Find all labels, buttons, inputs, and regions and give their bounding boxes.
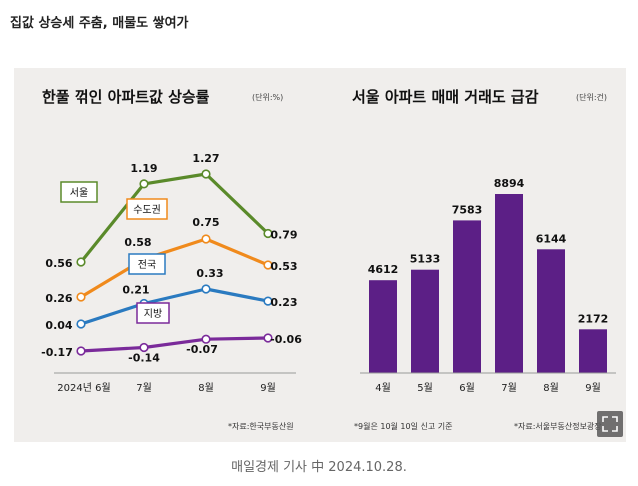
bar-data-label: 7583 xyxy=(452,203,483,216)
expand-icon xyxy=(602,416,618,432)
line-data-label: -0.17 xyxy=(41,346,73,359)
line-data-label: 0.79 xyxy=(270,229,297,242)
line-point xyxy=(201,234,211,244)
bar-chart-title: 서울 아파트 매매 거래도 급감 xyxy=(352,88,539,106)
line-data-label: 0.23 xyxy=(270,296,297,309)
bar-chart-unit: (단위:건) xyxy=(576,93,608,102)
bar-x-tick-label: 8월 xyxy=(543,382,559,394)
series-tag-box xyxy=(60,181,98,203)
line-point xyxy=(76,292,86,302)
charts-svg: 0.56 1.19 1.27 0.79 서울 0.26 0.58 0.75 0.53 수도권 0.0… xyxy=(41,152,616,394)
line-series-2 xyxy=(80,237,269,299)
line-data-label: 0.21 xyxy=(122,284,149,297)
bar-data-label: 4612 xyxy=(368,263,399,276)
line-point xyxy=(76,346,86,356)
line-point xyxy=(201,334,211,344)
line-data-label: 0.26 xyxy=(45,292,72,305)
line-point xyxy=(76,257,86,267)
line-data-label: 0.33 xyxy=(196,267,223,280)
line-data-label: 0.04 xyxy=(45,319,72,332)
line-point xyxy=(201,284,211,294)
bar xyxy=(537,249,565,373)
bar xyxy=(369,280,397,373)
bar xyxy=(411,269,439,373)
line-x-tick-label: 9월 xyxy=(260,382,276,394)
line-point xyxy=(201,169,211,179)
line-data-label: 1.19 xyxy=(130,162,157,175)
line-point xyxy=(139,179,149,189)
line-data-label: 1.27 xyxy=(192,152,219,165)
line-data-label: 0.75 xyxy=(192,216,219,229)
expand-image-button[interactable] xyxy=(597,411,623,437)
line-x-tick-label: 8월 xyxy=(198,382,214,394)
line-point xyxy=(263,260,273,270)
line-series-4 xyxy=(80,336,269,353)
bar-x-tick-label: 6월 xyxy=(459,382,475,394)
line-data-label: -0.14 xyxy=(128,352,160,365)
series-tag-box xyxy=(126,198,168,220)
bar-chart-note: *9월은 10월 10일 신고 기준 xyxy=(354,422,453,431)
series-tag-box xyxy=(136,302,170,324)
line-chart-source: *자료:한국부동산원 xyxy=(228,422,294,431)
series-tag-label: 지방 xyxy=(144,308,162,320)
bar-data-label: 2172 xyxy=(578,312,609,325)
line-x-tick-label: 7월 xyxy=(136,382,152,394)
bar xyxy=(495,194,523,373)
line-data-label: -0.07 xyxy=(186,343,218,356)
bar-data-label: 6144 xyxy=(536,232,567,245)
infographic-panel: 한풀 꺾인 아파트값 상승률 (단위:%) 서울 아파트 매매 거래도 급감 (… xyxy=(14,68,626,442)
bar-x-tick-label: 4월 xyxy=(375,382,391,394)
bar-x-tick-label: 5월 xyxy=(417,382,433,394)
line-point xyxy=(139,342,149,353)
line-chart-title: 한풀 꺾인 아파트값 상승률 xyxy=(42,88,210,106)
line-point xyxy=(76,319,86,329)
bar-x-tick-label: 9월 xyxy=(585,382,601,394)
line-x-tick-label: 2024년 6월 xyxy=(57,382,110,394)
bar xyxy=(453,220,481,373)
headline: 집값 상승세 주춤, 매물도 쌓여가 xyxy=(10,16,189,31)
line-series-3 xyxy=(80,287,269,326)
bar-x-tick-label: 7월 xyxy=(501,382,517,394)
bar-data-label: 5133 xyxy=(410,253,441,266)
series-tag-label: 전국 xyxy=(138,259,156,271)
bar xyxy=(579,329,607,373)
bar-data-label: 8894 xyxy=(494,177,525,190)
line-data-label: 0.56 xyxy=(45,257,72,270)
line-data-label: 0.53 xyxy=(270,260,297,273)
line-data-label: -0.06 xyxy=(270,333,302,346)
line-chart-unit: (단위:%) xyxy=(252,93,284,102)
image-caption: 매일경제 기사 中 2024.10.28. xyxy=(231,460,407,475)
series-tag-label: 수도권 xyxy=(133,204,161,216)
line-point xyxy=(263,228,273,239)
series-tag-box xyxy=(128,253,166,275)
line-point xyxy=(263,296,273,306)
series-tag-label: 서울 xyxy=(70,187,88,199)
line-series-1 xyxy=(79,172,270,264)
line-data-label: 0.58 xyxy=(124,236,151,249)
bar-chart-source: *자료:서울부동산정보광장 xyxy=(514,422,602,431)
line-point xyxy=(263,333,273,343)
